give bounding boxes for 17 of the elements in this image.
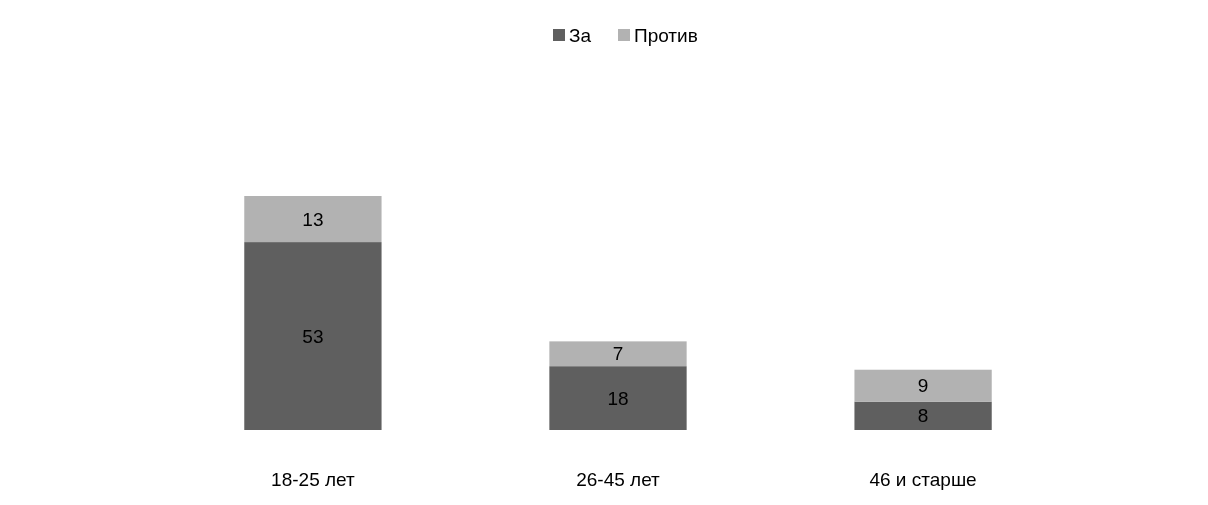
data-label: 13 [302,208,324,230]
x-tick-label: 46 и старше [869,469,977,490]
bar [244,242,382,430]
data-label: 7 [612,343,624,365]
data-label: 53 [302,325,324,347]
bar [854,401,992,430]
bar [549,366,687,430]
bar [854,369,992,402]
bar [244,196,382,243]
legend-label: За [569,24,592,46]
data-label: 18 [607,387,629,409]
legend-label: Против [634,24,698,46]
x-tick-label: 18-25 лет [271,469,356,490]
data-label: 9 [917,375,929,397]
x-tick-label: 26-45 лет [576,469,661,490]
bar [549,341,687,367]
data-label: 8 [917,405,929,427]
